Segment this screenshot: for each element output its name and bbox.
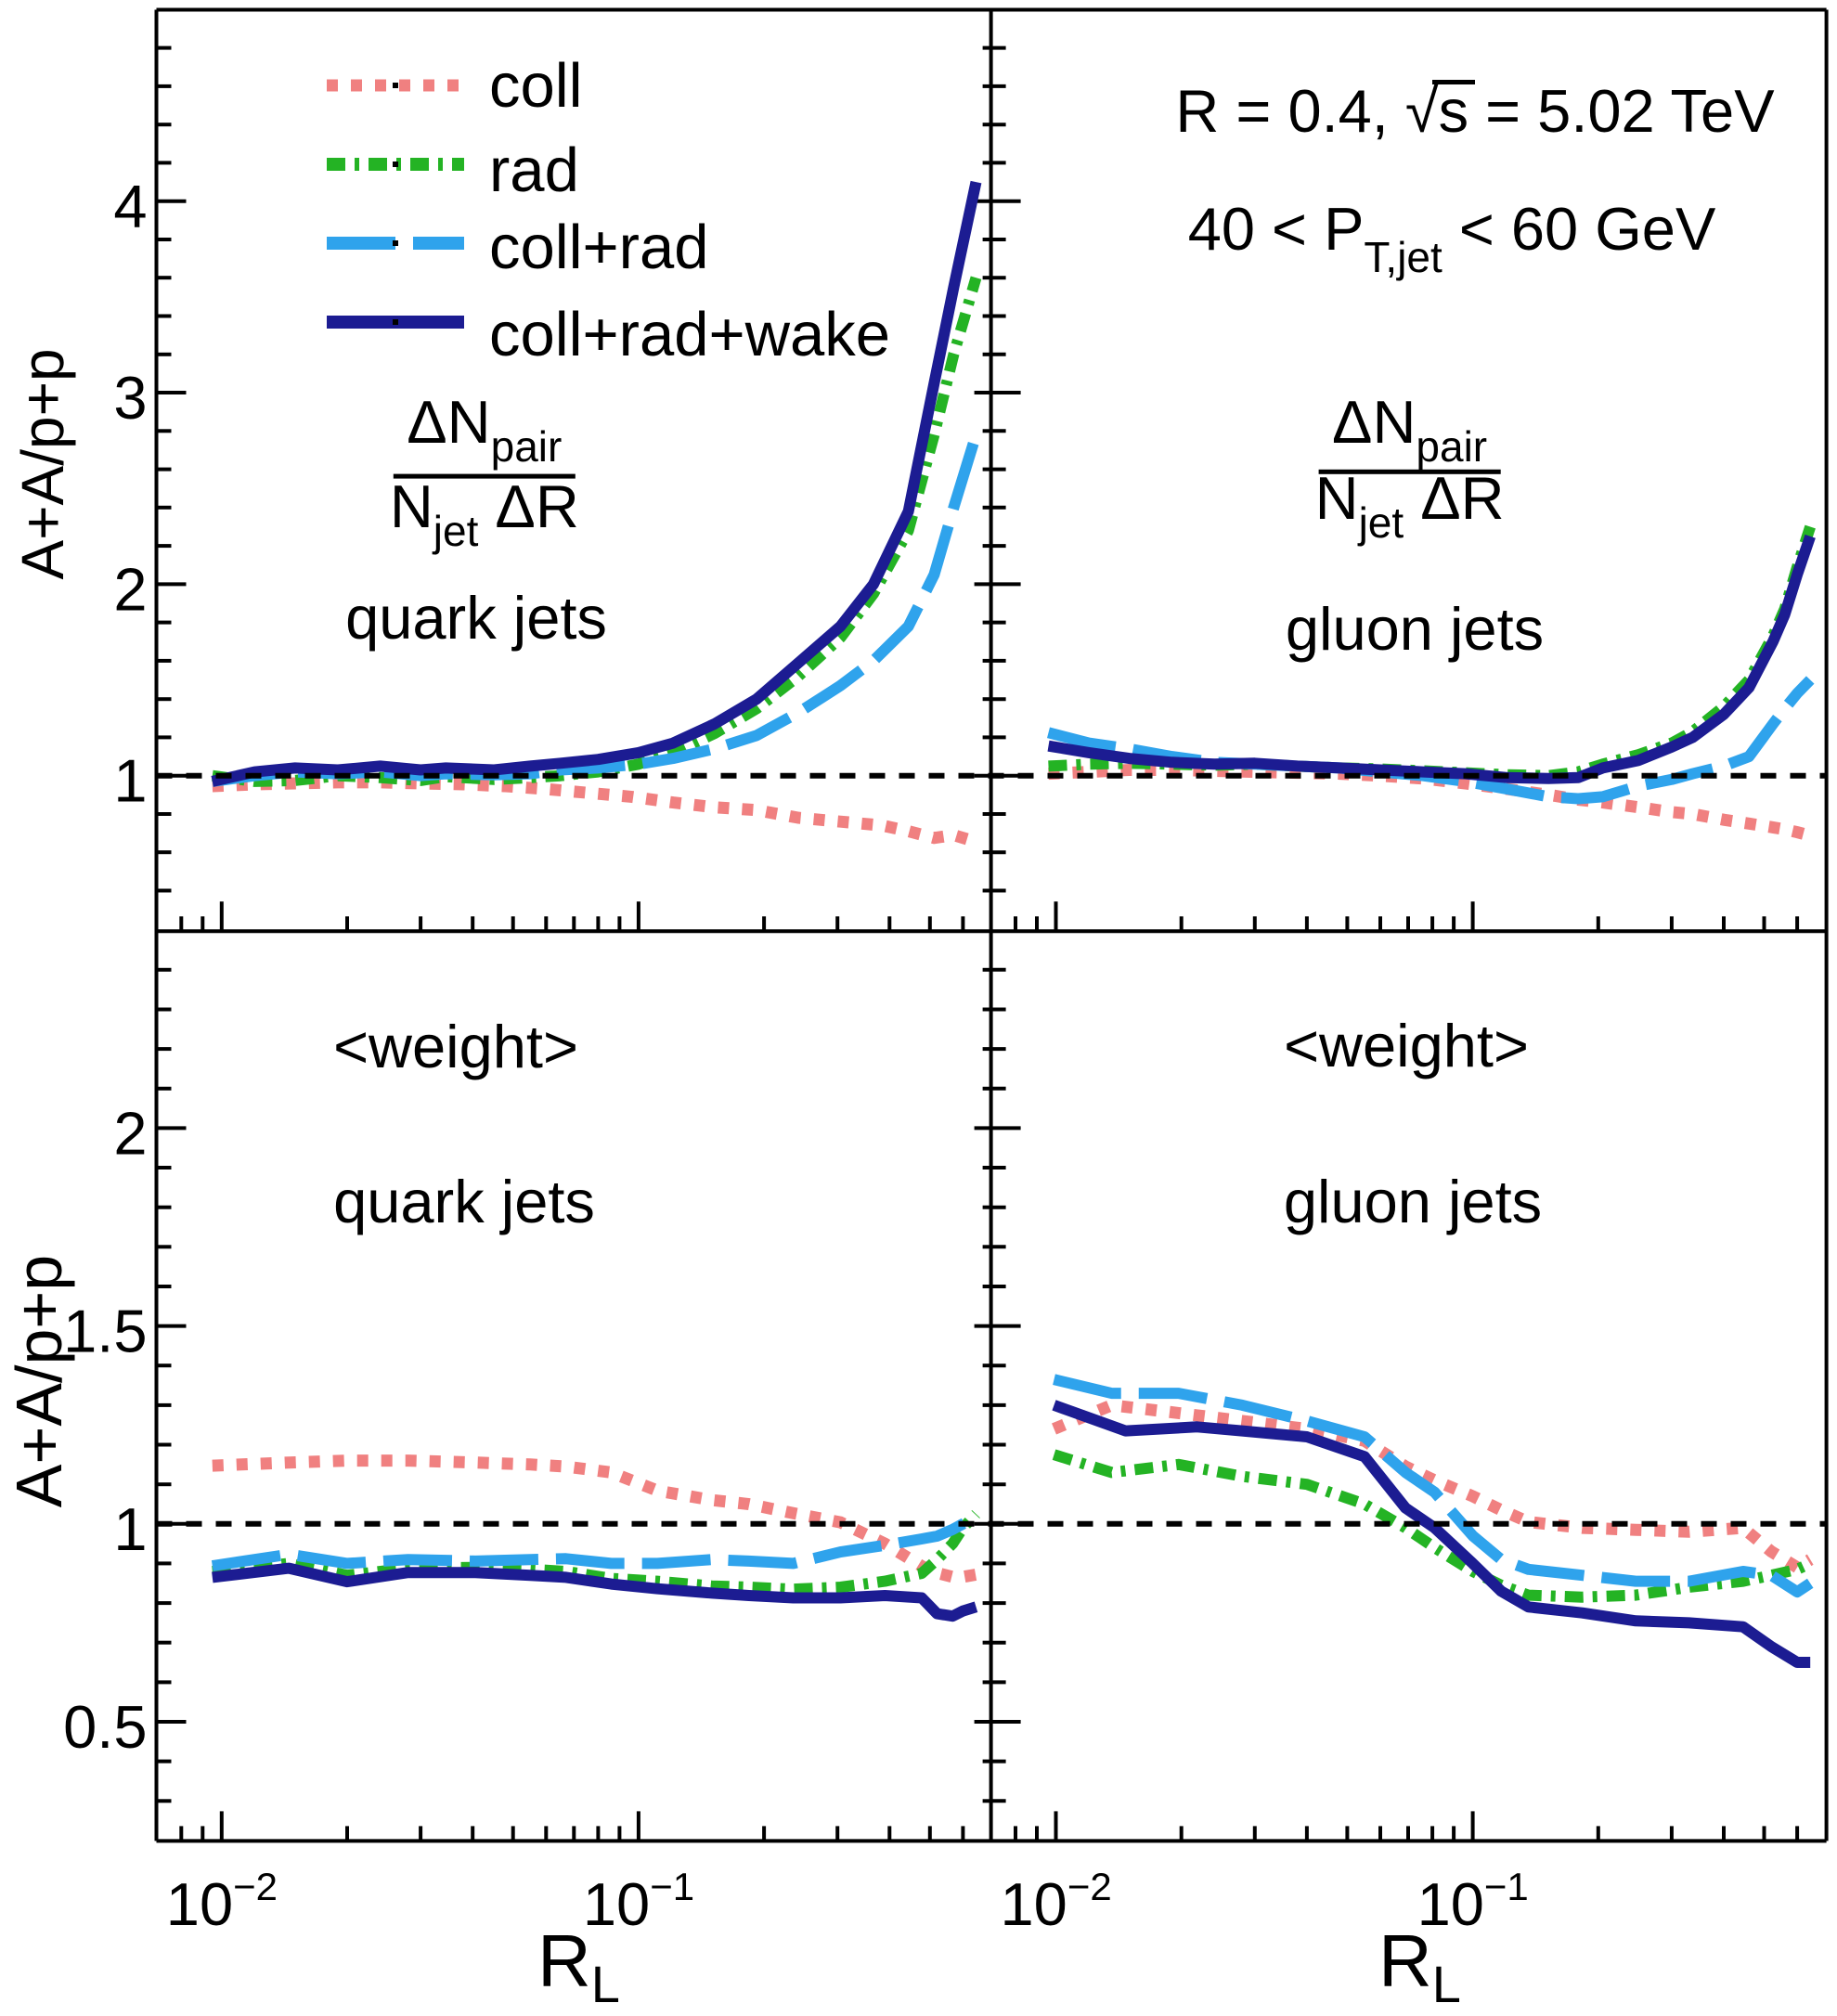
svg-text:gluon jets: gluon jets [1286, 595, 1544, 663]
svg-text:<weight>: <weight> [1284, 1012, 1529, 1079]
svg-text:R = 0.4, √s = 5.02 TeV: R = 0.4, √s = 5.02 TeV [1175, 77, 1775, 145]
svg-text:A+A/p+p: A+A/p+p [3, 1255, 75, 1507]
svg-text:coll+rad: coll+rad [489, 213, 709, 282]
svg-text:RL: RL [537, 1919, 620, 2013]
svg-text:4: 4 [113, 173, 147, 240]
svg-text:quark jets: quark jets [345, 584, 607, 652]
svg-text:3: 3 [113, 364, 147, 432]
svg-text:quark jets: quark jets [333, 1168, 595, 1235]
svg-text:coll: coll [489, 51, 583, 121]
svg-text:1.5: 1.5 [63, 1298, 147, 1365]
svg-text:1: 1 [113, 747, 147, 815]
svg-text:<weight>: <weight> [333, 1013, 578, 1080]
svg-text:2: 2 [113, 555, 147, 623]
svg-text:A+A/p+p: A+A/p+p [9, 348, 76, 579]
svg-text:2: 2 [113, 1099, 147, 1167]
svg-text:1: 1 [113, 1495, 147, 1563]
svg-text:coll+rad+wake: coll+rad+wake [489, 300, 890, 369]
svg-text:gluon jets: gluon jets [1284, 1168, 1542, 1235]
svg-text:0.5: 0.5 [63, 1693, 147, 1761]
svg-text:rad: rad [489, 136, 579, 205]
